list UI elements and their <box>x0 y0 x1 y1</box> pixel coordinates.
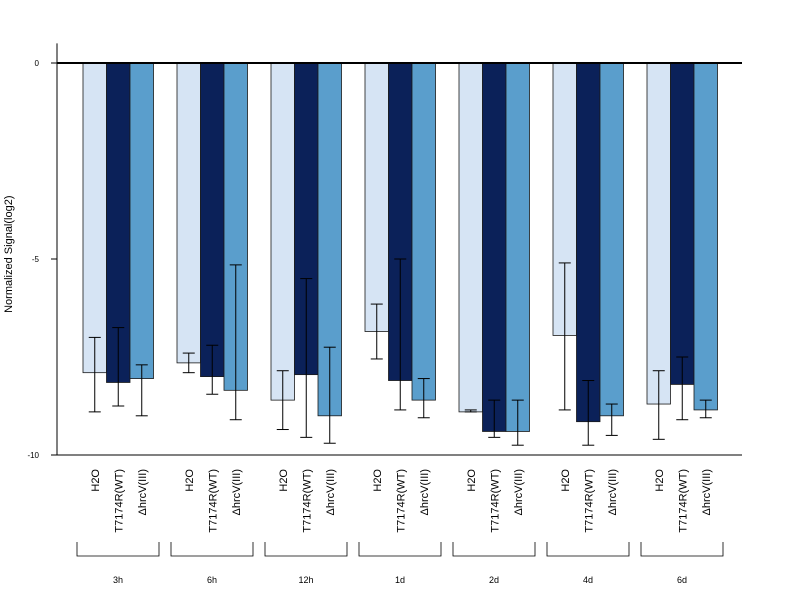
bar <box>505 62 530 432</box>
x-category-label: ΔhrcV(III) <box>513 469 525 515</box>
group-label: 12h <box>298 575 313 585</box>
error-bars-layer <box>88 258 712 446</box>
bar <box>576 62 601 423</box>
bar <box>129 62 154 379</box>
y-tick-label: 0 <box>35 59 40 68</box>
x-category-label: H2O <box>184 469 196 492</box>
x-category-label: ΔhrcV(III) <box>701 469 713 515</box>
y-tick-label: -10 <box>27 451 39 460</box>
group-brackets: 3h 6h 12h 1d 2d 4d 6d <box>76 542 724 585</box>
group-bracket <box>76 542 160 557</box>
x-category-label: T7174R(WT) <box>207 469 219 533</box>
x-category-label: T7174R(WT) <box>113 469 125 533</box>
x-category-label: H2O <box>466 469 478 492</box>
group-label: 6h <box>207 575 217 585</box>
y-axis: 0 -5 -10 <box>27 43 58 460</box>
bar <box>270 62 295 401</box>
y-tick-label: -5 <box>32 255 40 264</box>
group-label: 4d <box>583 575 593 585</box>
bar <box>200 62 225 378</box>
group-label: 3h <box>113 575 123 585</box>
bar <box>599 62 624 417</box>
x-category-label: ΔhrcV(III) <box>231 469 243 515</box>
x-category-label: T7174R(WT) <box>395 469 407 533</box>
bar <box>364 62 389 332</box>
group-bracket <box>264 542 348 557</box>
x-category-label: T7174R(WT) <box>583 469 595 533</box>
bar <box>458 62 483 413</box>
x-category-label: H2O <box>560 469 572 492</box>
group-label: 2d <box>489 575 499 585</box>
group-bracket <box>546 542 630 557</box>
x-category-label: T7174R(WT) <box>489 469 501 533</box>
group-bracket <box>358 542 442 557</box>
x-category-label: ΔhrcV(III) <box>325 469 337 515</box>
y-axis-label: Normalized Signal(log2) <box>3 196 15 313</box>
x-category-label: ΔhrcV(III) <box>137 469 149 515</box>
x-category-label: H2O <box>372 469 384 492</box>
x-category-label: H2O <box>278 469 290 492</box>
bar <box>670 62 695 385</box>
x-category-label: ΔhrcV(III) <box>607 469 619 515</box>
group-bracket <box>452 542 536 557</box>
bar <box>82 62 107 374</box>
x-category-label: ΔhrcV(III) <box>419 469 431 515</box>
x-category-label: T7174R(WT) <box>301 469 313 533</box>
x-category-labels: H2O T7174R(WT) ΔhrcV(III) H2O T7174R(WT) Δhrc… <box>90 469 713 533</box>
x-category-label: H2O <box>90 469 102 492</box>
bar <box>411 62 436 401</box>
bar <box>646 62 671 405</box>
bar <box>693 62 718 411</box>
group-label: 1d <box>395 575 405 585</box>
bar <box>176 62 201 364</box>
group-label: 6d <box>677 575 687 585</box>
group-bracket <box>170 542 254 557</box>
bars-layer <box>82 62 718 432</box>
x-category-label: T7174R(WT) <box>677 469 689 533</box>
group-bracket <box>640 542 724 557</box>
x-category-label: H2O <box>654 469 666 492</box>
bar <box>482 62 507 432</box>
